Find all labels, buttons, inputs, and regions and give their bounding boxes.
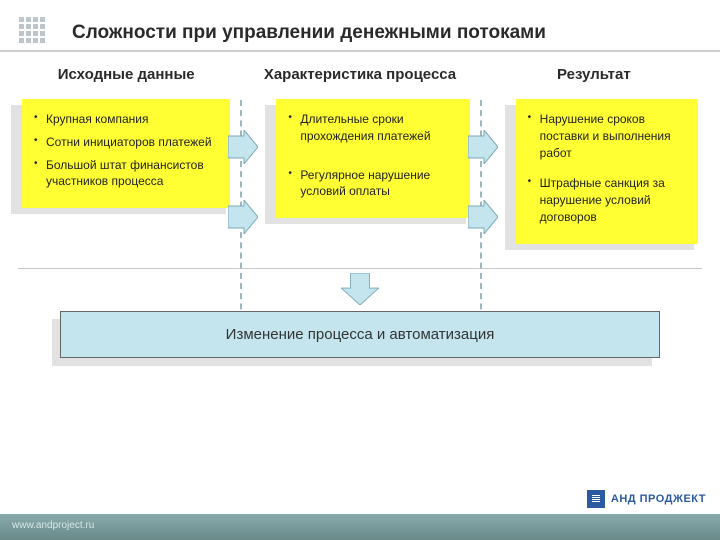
decorative-dots <box>18 16 46 44</box>
yellow-box-wrap: Нарушение сроков поставки и выполнения р… <box>510 99 704 244</box>
bottom-box: Изменение процесса и автоматизация <box>60 311 660 358</box>
yellow-box-wrap: Крупная компания Сотни инициаторов плате… <box>16 99 236 208</box>
brand-logo: АНД ПРОДЖЕКТ <box>587 490 706 508</box>
horizontal-divider <box>18 268 702 269</box>
column-result: Результат Нарушение сроков поставки и вы… <box>480 60 708 244</box>
arrow-right-icon <box>228 200 258 239</box>
arrow-right-icon <box>228 130 258 169</box>
logo-icon <box>587 490 605 508</box>
column-heading: Результат <box>484 66 704 83</box>
list-item: Регулярное нарушение условий оплаты <box>282 167 459 201</box>
bottom-box-wrap: Изменение процесса и автоматизация <box>60 311 660 358</box>
slide-title: Сложности при управлении денежными поток… <box>72 22 720 44</box>
column-initial-data: Исходные данные Крупная компания Сотни и… <box>12 60 240 244</box>
arrow-right-icon <box>468 200 498 239</box>
column-heading: Характеристика процесса <box>244 66 475 83</box>
slide-header: Сложности при управлении денежными поток… <box>0 0 720 52</box>
list-item: Сотни инициаторов платежей <box>28 134 220 151</box>
list-item: Длительные сроки прохождения платежей <box>282 111 459 145</box>
slide-footer: www.andproject.ru <box>0 514 720 540</box>
footer-url: www.andproject.ru <box>0 514 720 537</box>
yellow-box-wrap: Длительные сроки прохождения платежей Ре… <box>270 99 475 218</box>
list-item: Большой штат финансистов участников проц… <box>28 157 220 191</box>
yellow-box: Крупная компания Сотни инициаторов плате… <box>22 99 230 208</box>
list-item: Штрафные санкция за нарушение условий до… <box>522 175 688 225</box>
arrow-down-icon <box>341 273 379 305</box>
yellow-box: Нарушение сроков поставки и выполнения р… <box>516 99 698 244</box>
column-process: Характеристика процесса Длительные сроки… <box>240 60 479 244</box>
yellow-box: Длительные сроки прохождения платежей Ре… <box>276 99 469 218</box>
columns-container: Исходные данные Крупная компания Сотни и… <box>0 60 720 244</box>
bullet-list: Длительные сроки прохождения платежей Ре… <box>282 111 459 200</box>
logo-text: АНД ПРОДЖЕКТ <box>611 493 706 505</box>
list-item: Нарушение сроков поставки и выполнения р… <box>522 111 688 161</box>
list-item: Крупная компания <box>28 111 220 128</box>
bullet-list: Крупная компания Сотни инициаторов плате… <box>28 111 220 190</box>
arrow-right-icon <box>468 130 498 169</box>
column-heading: Исходные данные <box>16 66 236 83</box>
bullet-list: Нарушение сроков поставки и выполнения р… <box>522 111 688 226</box>
